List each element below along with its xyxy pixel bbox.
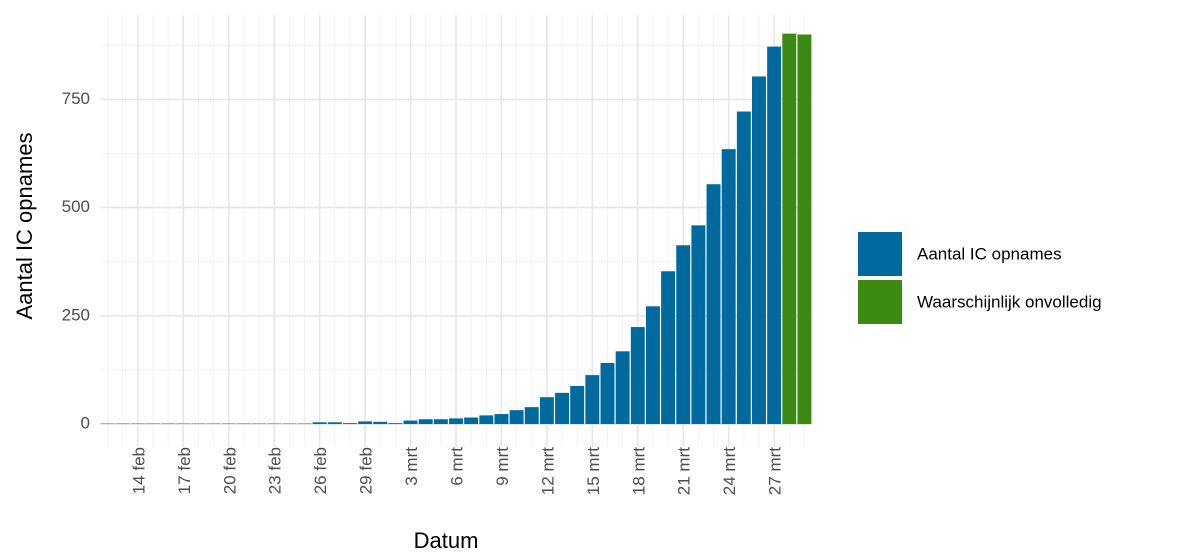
bar — [342, 423, 357, 425]
legend-key — [858, 280, 902, 324]
bar — [691, 225, 706, 425]
bar — [736, 111, 751, 425]
bar — [464, 417, 479, 425]
bar — [555, 392, 570, 425]
bar — [312, 422, 327, 425]
x-tick-label: 12 mrt — [538, 447, 557, 495]
legend-label: Waarschijnlijk onvolledig — [917, 292, 1102, 311]
bar — [797, 34, 812, 425]
bar — [449, 418, 463, 425]
bar — [706, 184, 721, 425]
bar — [585, 375, 600, 425]
x-tick-label: 24 mrt — [720, 447, 739, 495]
x-tick-label: 21 mrt — [675, 447, 694, 495]
bar — [676, 245, 691, 425]
x-tick-label: 3 mrt — [402, 447, 421, 486]
bar — [479, 415, 494, 425]
y-axis-title: Aantal IC opnames — [12, 132, 37, 319]
bar — [373, 421, 388, 425]
bar — [418, 419, 433, 425]
bar — [767, 46, 782, 425]
x-tick-label: 20 feb — [220, 447, 239, 494]
bar — [630, 327, 645, 425]
y-tick-label: 750 — [62, 89, 90, 108]
x-tick-label: 9 mrt — [493, 447, 512, 486]
x-tick-label: 26 feb — [311, 447, 330, 494]
bar — [524, 407, 539, 425]
bar — [388, 423, 403, 425]
bar — [570, 385, 585, 425]
bar — [509, 410, 524, 425]
bar — [721, 149, 736, 425]
y-tick-label: 0 — [81, 413, 90, 432]
x-tick-label: 14 feb — [129, 447, 148, 494]
legend-key — [858, 232, 902, 276]
bar — [661, 271, 676, 425]
x-tick-label: 15 mrt — [584, 447, 603, 495]
x-tick-label: 27 mrt — [766, 447, 785, 495]
x-tick-label: 23 feb — [266, 447, 285, 494]
x-tick-label: 18 mrt — [629, 447, 648, 495]
bar — [645, 306, 660, 425]
bar — [403, 420, 418, 425]
x-axis-title: Datum — [414, 528, 479, 553]
bar — [782, 33, 797, 425]
x-tick-label: 17 feb — [175, 447, 194, 494]
y-tick-label: 250 — [62, 305, 90, 324]
bar — [615, 351, 630, 425]
bar — [600, 362, 615, 425]
bar — [752, 76, 766, 425]
x-tick-label: 6 mrt — [447, 447, 466, 486]
bar — [494, 414, 509, 425]
bar — [539, 397, 554, 425]
bar — [327, 422, 342, 425]
legend-label: Aantal IC opnames — [917, 244, 1062, 263]
bar — [358, 421, 373, 425]
y-tick-label: 500 — [62, 197, 90, 216]
x-tick-label: 29 feb — [357, 447, 376, 494]
bar — [433, 419, 448, 425]
